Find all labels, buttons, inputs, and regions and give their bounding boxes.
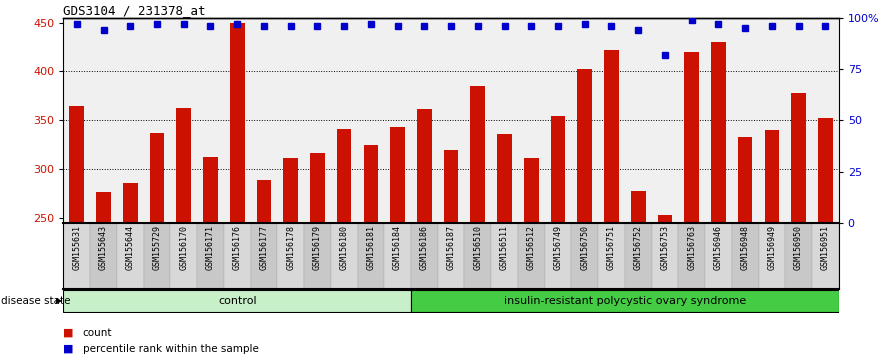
Bar	[224, 223, 250, 289]
Bar	[310, 153, 325, 223]
Bar	[625, 223, 652, 289]
Bar	[411, 290, 839, 312]
Text: GSM156950: GSM156950	[794, 225, 803, 270]
Text: GSM156948: GSM156948	[741, 225, 750, 270]
Text: GSM156951: GSM156951	[821, 225, 830, 270]
Text: GSM156181: GSM156181	[366, 225, 375, 270]
Bar	[577, 69, 592, 223]
Bar	[63, 223, 90, 289]
Bar	[417, 109, 432, 223]
Bar	[384, 223, 411, 289]
Bar	[598, 223, 625, 289]
Text: GSM156187: GSM156187	[447, 225, 455, 270]
Text: GSM156750: GSM156750	[581, 225, 589, 270]
Bar	[765, 130, 779, 223]
Bar	[123, 183, 137, 223]
Bar	[144, 223, 170, 289]
Bar	[492, 223, 518, 289]
Bar	[444, 150, 458, 223]
Bar	[90, 223, 117, 289]
Text: disease state: disease state	[1, 296, 70, 306]
Bar	[604, 50, 618, 223]
Bar	[518, 223, 544, 289]
Bar	[544, 223, 572, 289]
Text: GSM156512: GSM156512	[527, 225, 536, 270]
Bar	[791, 93, 806, 223]
Bar	[464, 223, 492, 289]
Bar	[524, 159, 538, 223]
Bar	[759, 223, 785, 289]
Bar	[711, 42, 726, 223]
Text: GSM156176: GSM156176	[233, 225, 241, 270]
Text: GSM155631: GSM155631	[72, 225, 81, 270]
Text: count: count	[83, 328, 112, 338]
Bar	[230, 23, 245, 223]
Bar	[250, 223, 278, 289]
Bar	[176, 108, 191, 223]
Bar	[358, 223, 384, 289]
Text: GSM156752: GSM156752	[633, 225, 643, 270]
Bar	[63, 290, 411, 312]
Bar	[657, 215, 672, 223]
Bar	[170, 223, 197, 289]
Bar	[204, 156, 218, 223]
Bar	[812, 223, 839, 289]
Bar	[337, 129, 352, 223]
Bar	[705, 223, 732, 289]
Bar	[438, 223, 464, 289]
Text: GSM156749: GSM156749	[553, 225, 562, 270]
Text: GSM156180: GSM156180	[340, 225, 349, 270]
Text: percentile rank within the sample: percentile rank within the sample	[83, 344, 259, 354]
Text: ■: ■	[63, 344, 74, 354]
Text: GSM156949: GSM156949	[767, 225, 776, 270]
Bar	[411, 223, 438, 289]
Bar	[470, 86, 485, 223]
Bar	[685, 52, 699, 223]
Bar	[390, 127, 405, 223]
Bar	[364, 145, 378, 223]
Text: ■: ■	[63, 328, 74, 338]
Text: GSM156751: GSM156751	[607, 225, 616, 270]
Text: GSM156946: GSM156946	[714, 225, 723, 270]
Text: GDS3104 / 231378_at: GDS3104 / 231378_at	[63, 4, 206, 17]
Text: GSM155644: GSM155644	[126, 225, 135, 270]
Bar	[197, 223, 224, 289]
Text: GSM156186: GSM156186	[420, 225, 429, 270]
Bar	[652, 223, 678, 289]
Text: GSM156763: GSM156763	[687, 225, 696, 270]
Text: GSM156178: GSM156178	[286, 225, 295, 270]
Text: GSM156510: GSM156510	[473, 225, 482, 270]
Bar	[304, 223, 330, 289]
Bar	[150, 133, 165, 223]
Bar	[737, 137, 752, 223]
Text: insulin-resistant polycystic ovary syndrome: insulin-resistant polycystic ovary syndr…	[504, 296, 746, 306]
Text: GSM156184: GSM156184	[393, 225, 402, 270]
Bar	[96, 192, 111, 223]
Text: GSM156179: GSM156179	[313, 225, 322, 270]
Bar	[497, 134, 512, 223]
Bar	[330, 223, 358, 289]
Text: GSM155643: GSM155643	[99, 225, 108, 270]
Bar	[551, 116, 566, 223]
Text: GSM156171: GSM156171	[206, 225, 215, 270]
Text: GSM156177: GSM156177	[259, 225, 269, 270]
Bar	[678, 223, 705, 289]
Text: GSM156170: GSM156170	[179, 225, 189, 270]
Bar	[284, 158, 298, 223]
Bar	[278, 223, 304, 289]
Bar	[572, 223, 598, 289]
Text: GSM156753: GSM156753	[661, 225, 670, 270]
Bar	[70, 106, 85, 223]
Bar	[631, 191, 646, 223]
Bar	[256, 180, 271, 223]
Text: GSM156511: GSM156511	[500, 225, 509, 270]
Text: ▶: ▶	[56, 296, 62, 306]
Bar	[785, 223, 812, 289]
Bar	[732, 223, 759, 289]
Text: GSM155729: GSM155729	[152, 225, 161, 270]
Bar	[117, 223, 144, 289]
Bar	[818, 118, 833, 223]
Text: control: control	[218, 296, 256, 306]
